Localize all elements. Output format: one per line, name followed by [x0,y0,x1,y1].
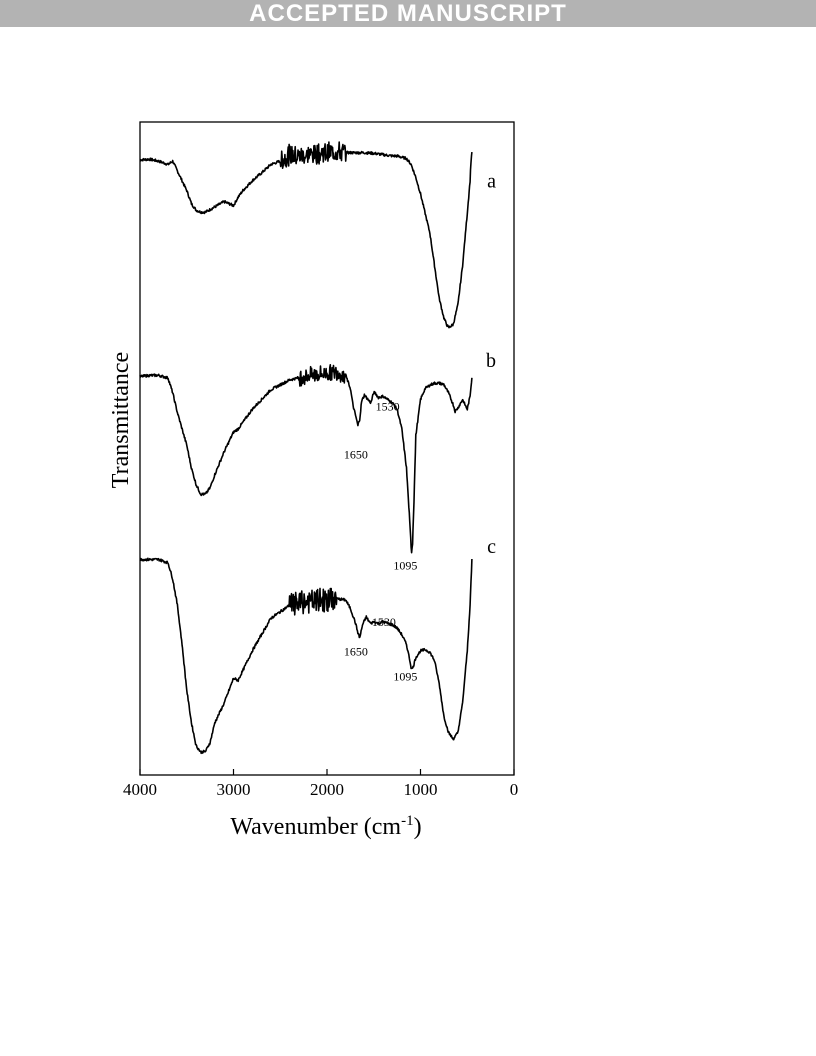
peak-label-0: 1530 [376,400,400,414]
series-c-label: c [487,536,496,558]
x-tick-label-0: 4000 [123,780,157,799]
series-labels: a b c [486,170,496,558]
x-axis-title: Wavenumber (cm-1) [230,813,421,840]
series-a-line [139,141,473,329]
peak-annotations: 1530 1650 1095 1530 1650 1095 [344,400,418,684]
x-axis-ticks: 4000 3000 2000 1000 0 [123,769,518,799]
peak-label-1: 1650 [344,447,368,461]
series-b-label: b [486,350,496,372]
x-axis-title-main: Wavenumber (cm [230,814,401,840]
x-tick-label-2: 2000 [310,780,344,799]
series-group [139,141,473,755]
plot-frame [139,121,515,776]
series-a-label: a [487,170,496,192]
y-axis-title: Transmittance [108,352,134,488]
peak-label-3: 1530 [372,615,396,629]
x-tick-label-3: 1000 [404,780,438,799]
x-tick-label-1: 3000 [217,780,251,799]
series-b-line [139,363,473,554]
x-axis-title-close: ) [414,814,422,840]
peak-label-2: 1095 [393,558,417,572]
series-c-line [139,557,473,755]
x-tick-label-4: 0 [510,780,519,799]
accepted-manuscript-banner: ACCEPTED MANUSCRIPT [0,0,816,27]
x-axis-title-sup: -1 [401,813,414,829]
peak-label-5: 1095 [393,669,417,683]
peak-label-4: 1650 [344,645,368,659]
